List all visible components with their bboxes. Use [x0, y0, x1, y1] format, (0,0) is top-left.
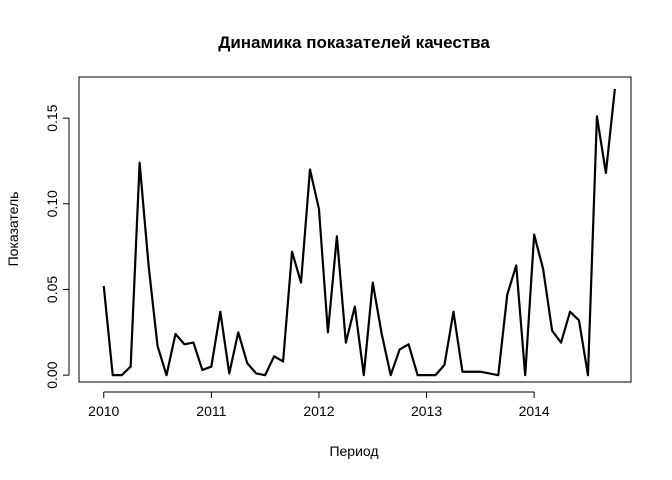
y-axis-label: Показатель	[5, 192, 21, 267]
x-tick-label: 2012	[303, 403, 334, 419]
y-axis: 0.00 0.05 0.10 0.15	[44, 104, 70, 389]
chart-title: Динамика показателей качества	[218, 33, 490, 52]
plot-area-frame	[78, 76, 632, 383]
x-tick-label: 2010	[88, 403, 119, 419]
x-axis: 2010 2011 2012 2013 2014	[88, 391, 550, 419]
series-line	[102, 88, 616, 377]
y-tick-label: 0.10	[44, 190, 60, 217]
y-tick-label: 0.05	[44, 276, 60, 303]
y-tick-label: 0.00	[44, 361, 60, 388]
x-tick-label: 2011	[196, 403, 226, 419]
y-tick-label: 0.15	[44, 104, 60, 131]
x-axis-label: Период	[329, 443, 378, 459]
x-tick-label: 2014	[519, 403, 550, 419]
x-tick-label: 2013	[411, 403, 442, 419]
